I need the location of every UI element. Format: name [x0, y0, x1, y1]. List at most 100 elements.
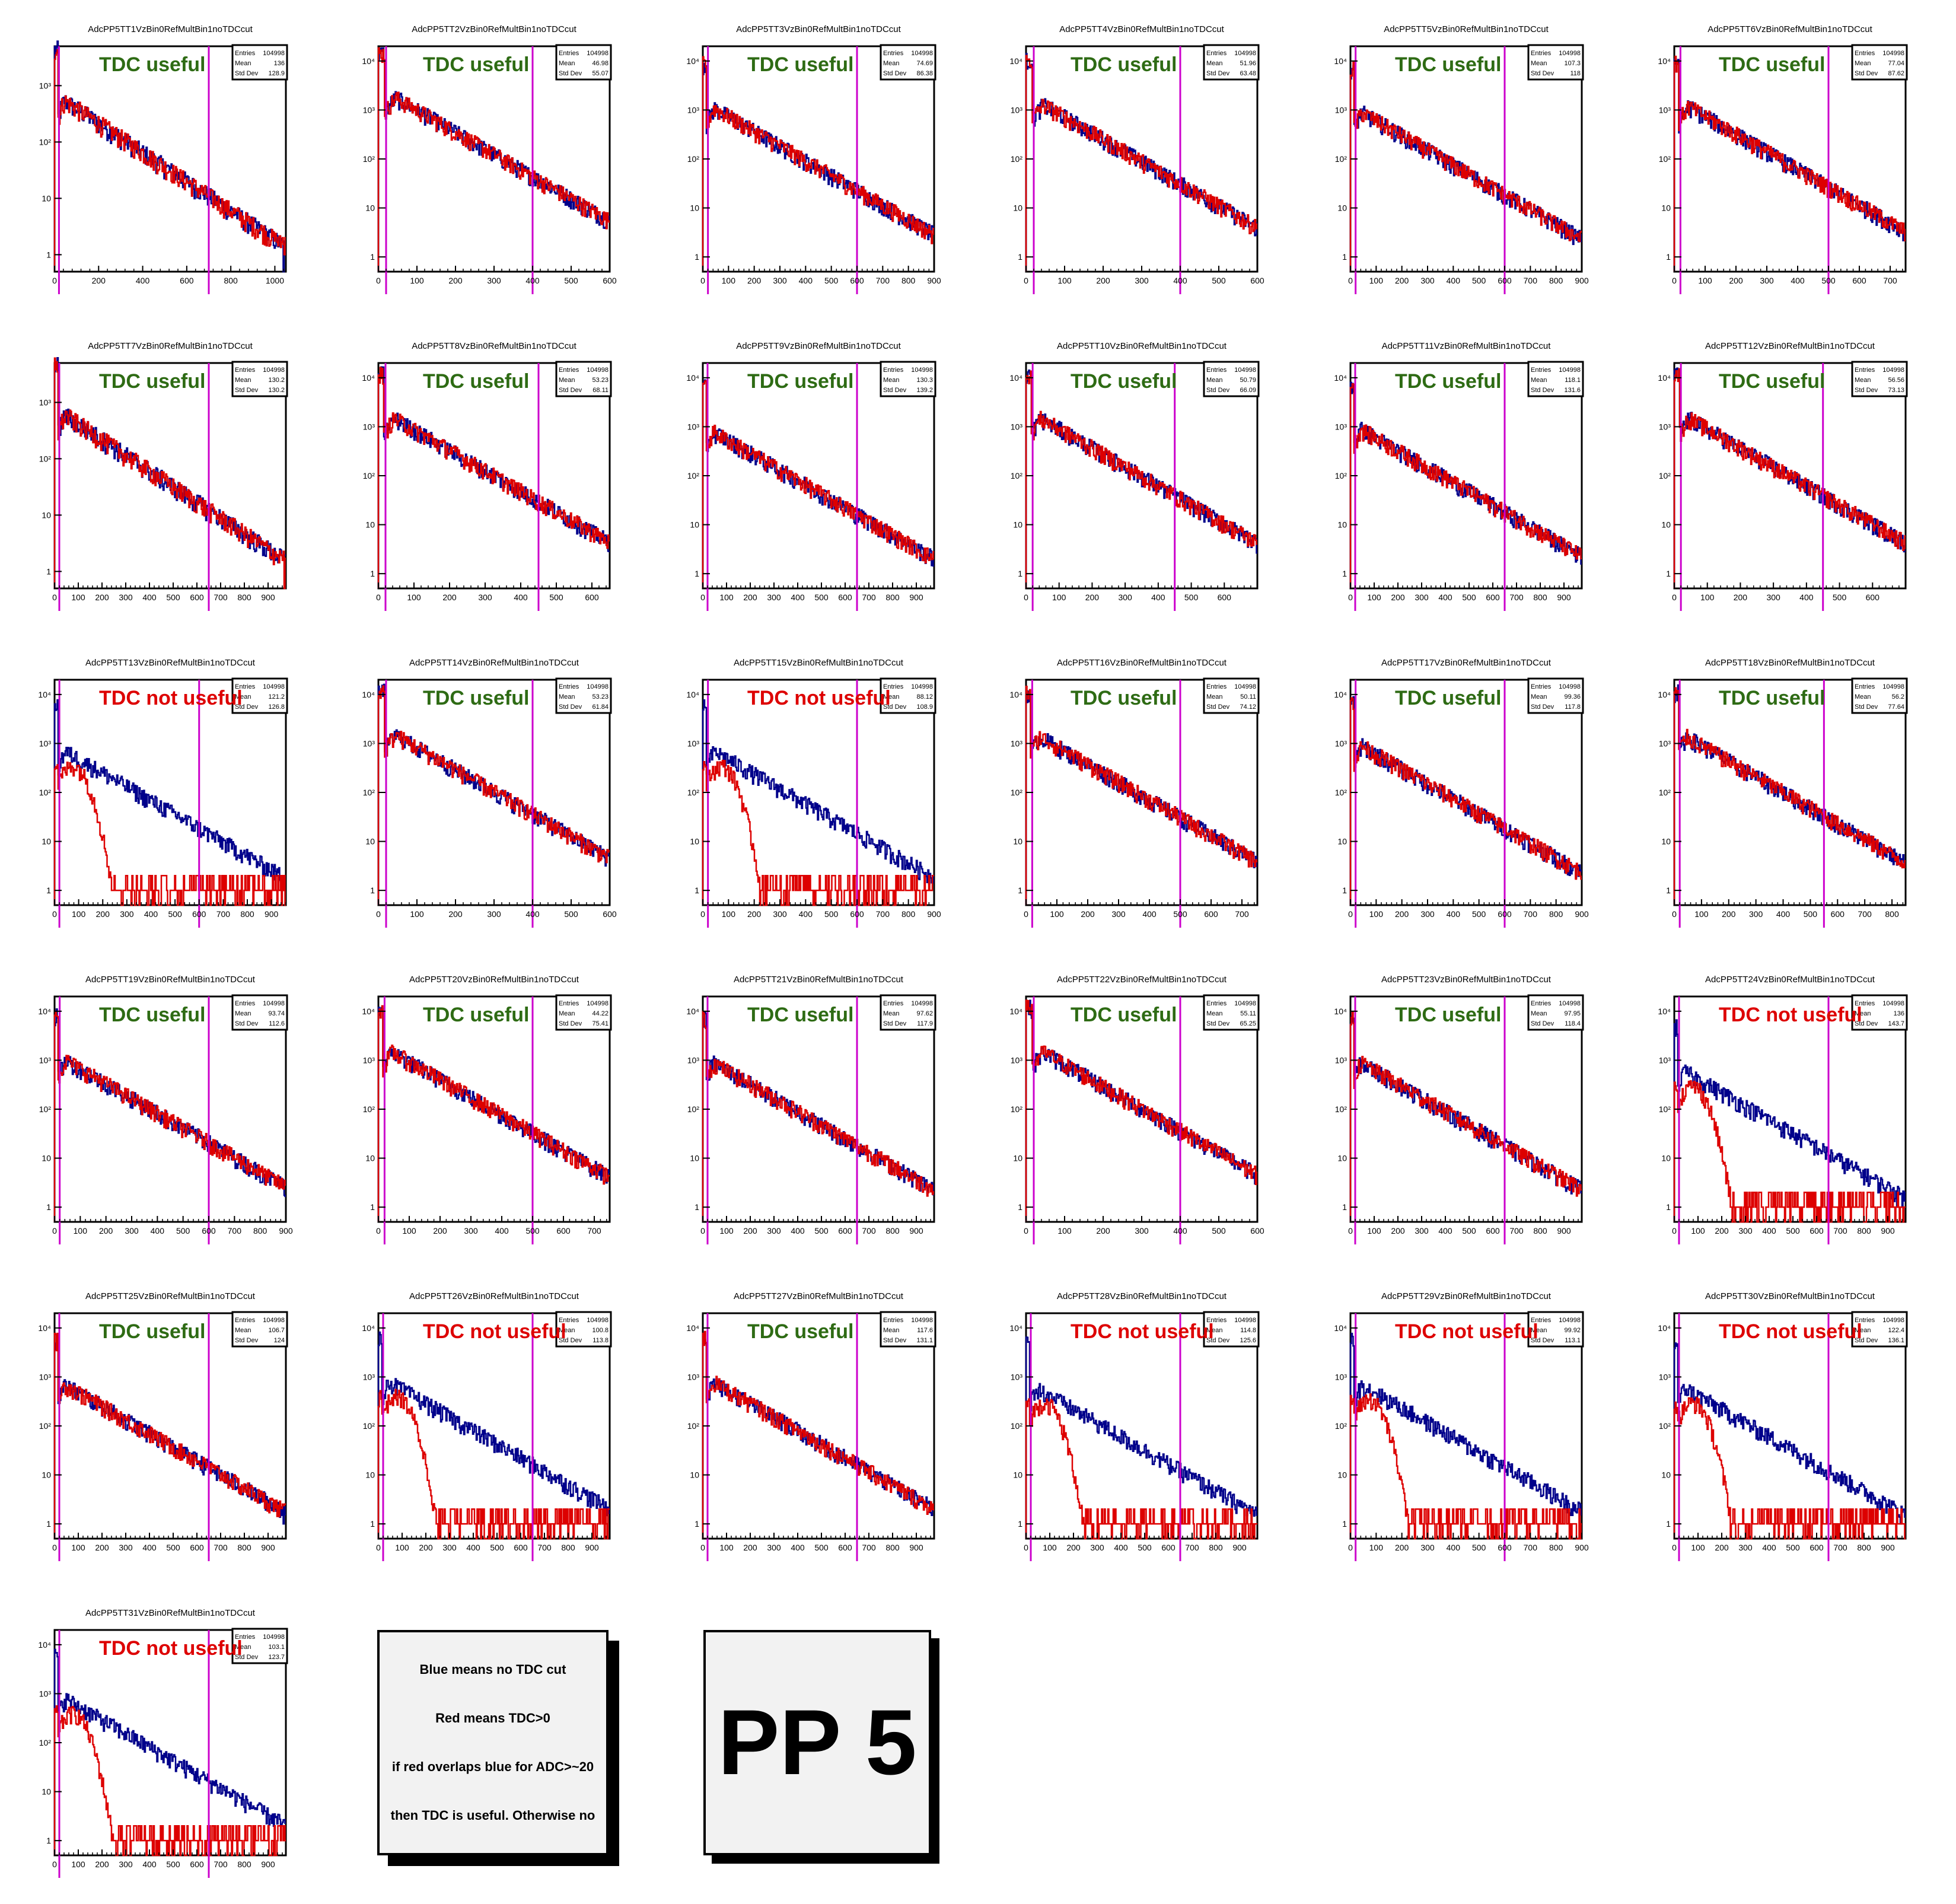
stats-label: Std Dev: [559, 703, 582, 711]
x-tick-label: 200: [1391, 1226, 1405, 1236]
x-tick-label: 0: [1024, 593, 1028, 602]
stats-box: Entries 104998 Mean 88.12 Std Dev 108.9: [880, 677, 936, 714]
x-tick-label: 100: [1694, 909, 1709, 919]
plot-frame: [1349, 362, 1583, 590]
series-no-tdc-cut: [702, 699, 934, 905]
x-tick-label: 500: [564, 909, 578, 919]
y-tick-label: 10: [690, 520, 699, 530]
stats-label: Mean: [235, 693, 251, 701]
stats-value: 136.1: [1888, 1337, 1904, 1344]
plot-frame: [1349, 679, 1583, 906]
stats-value: 74.12: [1240, 703, 1256, 711]
x-tick-label: 600: [1498, 276, 1512, 285]
stats-label: Std Dev: [1855, 70, 1878, 77]
stats-label: Entries: [883, 1000, 904, 1007]
stats-box-frame: [1527, 361, 1584, 397]
x-tick-label: 600: [838, 1226, 852, 1236]
stats-label: Mean: [883, 377, 900, 384]
x-tick-label: 600: [514, 1543, 528, 1552]
x-tick-label: 700: [1509, 593, 1524, 602]
stats-value: 117.9: [917, 1020, 933, 1027]
x-tick-label: 0: [52, 1860, 57, 1869]
stats-label: Std Dev: [235, 703, 259, 711]
y-tick-label: 10: [690, 837, 699, 846]
y-tick-label: 10: [42, 1470, 51, 1480]
stats-value: 50.79: [1240, 377, 1256, 384]
stats-value: 93.74: [268, 1010, 285, 1017]
x-tick-label: 900: [1557, 1226, 1571, 1236]
y-tick-label: 10: [1337, 520, 1347, 530]
chart-panel: AdcPP5TT10VzBin0RefMultBin1noTDCcut 0 100 2…: [1009, 341, 1260, 611]
x-tick-label: 200: [1395, 909, 1409, 919]
stats-value: 118: [1570, 70, 1581, 77]
y-tick-label: 10⁴: [1658, 690, 1671, 699]
y-tick-label: 1: [370, 252, 375, 262]
stats-box-frame: [1851, 677, 1908, 714]
stats-label: Mean: [235, 377, 251, 384]
x-tick-label: 500: [814, 1543, 829, 1552]
chart-title: AdcPP5TT18VzBin0RefMultBin1noTDCcut: [1705, 658, 1875, 668]
x-tick-label: 800: [1549, 276, 1563, 285]
y-tick-label: 1: [46, 250, 51, 259]
series-tdc-positive: [702, 1011, 934, 1222]
x-tick-label: 200: [433, 1226, 447, 1236]
chart-title: AdcPP5TT14VzBin0RefMultBin1noTDCcut: [409, 658, 579, 668]
x-tick-label: 200: [1096, 1226, 1110, 1236]
chart-title: AdcPP5TT23VzBin0RefMultBin1noTDCcut: [1381, 975, 1552, 985]
series-tdc-positive: [1025, 1398, 1257, 1540]
y-tick-label: 10³: [1335, 738, 1347, 748]
y-tick-label: 10⁴: [686, 690, 699, 699]
x-tick-label: 0: [1348, 1543, 1353, 1552]
chart-title: AdcPP5TT7VzBin0RefMultBin1noTDCcut: [88, 341, 253, 351]
stats-label: Entries: [1855, 1317, 1875, 1324]
series-tdc-positive: [702, 759, 934, 906]
stats-label: Mean: [1855, 1327, 1871, 1334]
tdc-status-label: TDC useful: [1395, 53, 1501, 76]
x-tick-label: 100: [1057, 1226, 1072, 1236]
stats-value: 108.9: [916, 703, 933, 711]
plot-frame: [702, 1312, 935, 1540]
y-tick-label: 1: [1018, 886, 1022, 895]
y-tick-label: 10³: [39, 738, 52, 748]
y-tick-label: 10³: [39, 81, 52, 90]
stats-value: 117.6: [917, 1327, 933, 1334]
x-tick-label: 400: [136, 276, 150, 285]
x-tick-label: 500: [1472, 276, 1486, 285]
x-tick-label: 100: [719, 593, 734, 602]
y-tick-label: 10²: [1011, 154, 1023, 164]
stats-box: Entries 104998 Mean 46.98 Std Dev 55.07: [555, 44, 612, 81]
y-tick-label: 10³: [1659, 738, 1671, 748]
stats-value: 104998: [263, 1634, 285, 1641]
x-tick-label: 0: [1024, 1543, 1028, 1552]
x-tick-label: 400: [1447, 909, 1461, 919]
stats-value: 63.48: [1240, 70, 1256, 77]
x-tick-label: 0: [52, 1543, 57, 1552]
y-tick-label: 10²: [1335, 788, 1347, 797]
y-tick-label: 10³: [363, 1055, 375, 1065]
x-tick-label: 900: [265, 909, 279, 919]
stats-value: 122.4: [1888, 1327, 1904, 1334]
stats-label: Entries: [1531, 50, 1552, 57]
x-tick-label: 800: [237, 1543, 251, 1552]
series-tdc-positive: [1673, 368, 1906, 588]
stats-label: Mean: [883, 693, 900, 701]
y-tick-label: 10: [1013, 1470, 1022, 1480]
stats-label: Entries: [1206, 367, 1227, 374]
x-tick-label: 700: [862, 593, 876, 602]
stats-label: Entries: [235, 1000, 256, 1007]
stats-label: Entries: [1531, 1000, 1552, 1007]
y-tick-label: 10: [1661, 837, 1671, 846]
x-tick-label: 0: [1672, 1543, 1677, 1552]
stats-value: 51.96: [1240, 60, 1256, 67]
stats-box-frame: [231, 361, 288, 397]
x-tick-label: 200: [1715, 1543, 1729, 1552]
x-tick-label: 100: [407, 593, 421, 602]
x-tick-label: 200: [1081, 909, 1095, 919]
x-tick-label: 100: [71, 1543, 85, 1552]
y-tick-label: 1: [370, 1202, 375, 1212]
x-tick-label: 100: [1369, 276, 1384, 285]
x-tick-label: 300: [1415, 593, 1429, 602]
x-tick-label: 400: [1173, 1226, 1187, 1236]
y-tick-label: 10: [1661, 203, 1671, 213]
x-tick-label: 200: [1085, 593, 1100, 602]
